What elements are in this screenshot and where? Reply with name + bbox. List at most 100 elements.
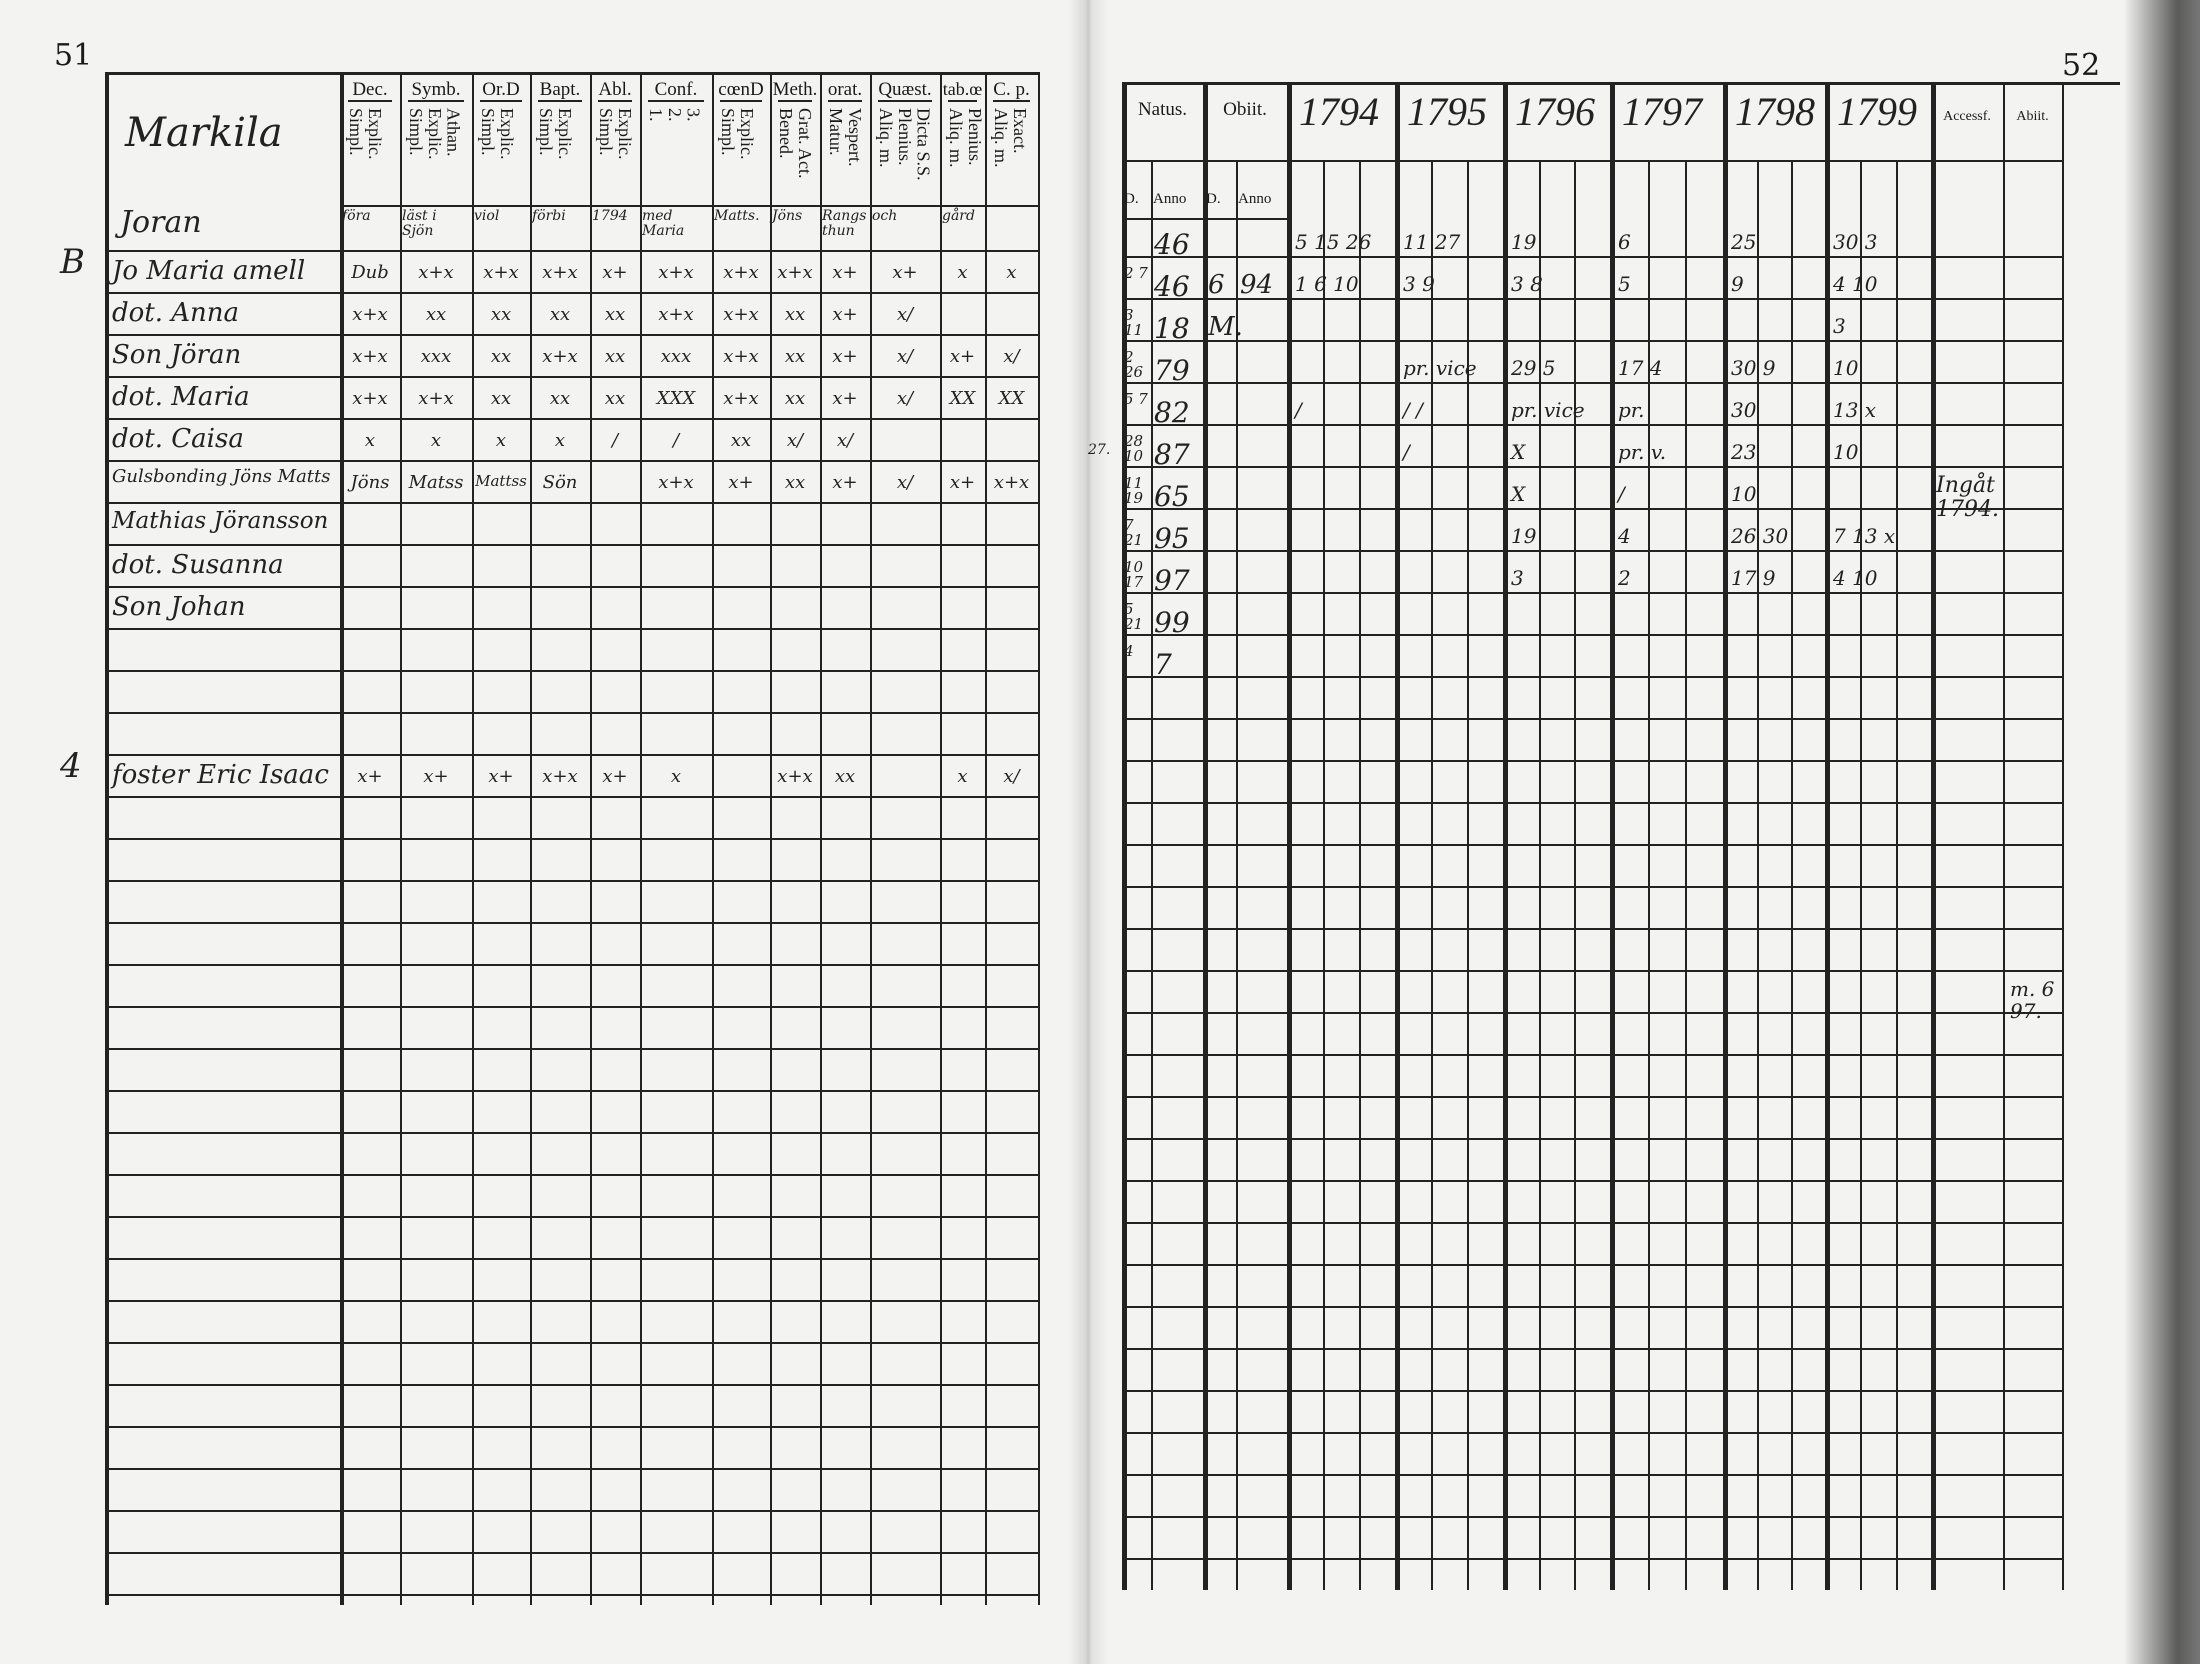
examination-mark: xx [834, 766, 856, 787]
row-line [105, 376, 1038, 378]
column-header-year: 1794 [1299, 89, 1379, 134]
examination-mark: xx [490, 388, 512, 409]
column-subheader-3: Explic. Simpl. [535, 108, 575, 160]
grid-line-vertical [2062, 82, 2064, 1590]
examination-mark: x+ [602, 766, 628, 787]
examination-mark: x+ [488, 766, 514, 787]
examination-mark: x+x [658, 472, 694, 493]
accessit-note: Ingåt 1794. [1936, 473, 1999, 523]
row-line [105, 754, 1038, 756]
examination-mark: x [554, 430, 566, 451]
row-line [1122, 1138, 2062, 1140]
household-member-name: dot. Anna [112, 298, 240, 328]
year-entry-y1799: 4 10 [1833, 566, 1878, 590]
row-prefix: B [60, 242, 85, 282]
column-subheader-6: Explic. Simpl. [717, 108, 757, 160]
natus-day: 28 10 [1124, 432, 1144, 465]
examination-mark: Jöns [350, 472, 390, 493]
subheader-rule [1122, 218, 1287, 220]
year-entry-y1796: 3 [1511, 566, 1524, 590]
examination-mark: x+x [542, 766, 578, 787]
row-line [1122, 760, 2062, 762]
household-member-name: dot. Maria [112, 382, 250, 412]
year-entry-y1798: 26 30 [1731, 524, 1789, 548]
year-entry-y1799: 3 [1833, 314, 1846, 338]
natus-year: 65 [1154, 480, 1190, 513]
column-subheader-1: Athan. Explic. Simpl. [405, 108, 464, 160]
row-line [1122, 634, 2062, 636]
header-row-note: med Maria [642, 208, 685, 239]
row-line [105, 922, 1038, 924]
year-entry-y1795: 3 9 [1403, 272, 1435, 296]
examination-mark: xx [784, 388, 806, 409]
year-entry-y1798: 17 9 [1731, 566, 1776, 590]
header-row-note: och [872, 208, 898, 224]
row-line [105, 1384, 1038, 1386]
column-subheader-11: Exact. Aliq. m. [990, 108, 1030, 168]
column-subheader-0: Explic. Simpl. [345, 108, 385, 160]
row-line [1122, 508, 2062, 510]
examination-mark: x+ [832, 388, 858, 409]
header-bottom-rule [1122, 160, 2062, 162]
grid-line-thick [1610, 82, 1615, 1590]
examination-mark: x+x [352, 346, 388, 367]
row-line [105, 586, 1038, 588]
book-gutter [1068, 0, 1108, 1664]
row-line [1122, 550, 2062, 552]
row-line [105, 1048, 1038, 1050]
row-line [1122, 928, 2062, 930]
examination-mark: x+x [352, 388, 388, 409]
examination-mark: x+x [542, 262, 578, 283]
examination-mark: xx [784, 304, 806, 325]
year-entry-y1797: 2 [1618, 566, 1631, 590]
row-line [1122, 1516, 2062, 1518]
grid-line-vertical [1236, 160, 1238, 1590]
examination-mark: x+ [949, 346, 976, 367]
year-entry-y1798: 30 [1731, 398, 1757, 422]
grid-line-thick [1503, 82, 1508, 1590]
natus-sub-d: D. [1124, 191, 1139, 207]
year-entry-y1794: 5 15 26 [1295, 230, 1372, 254]
column-header-abiit: Abiit. [2016, 109, 2049, 124]
examination-mark: XX [998, 388, 1025, 409]
grid-line-vertical [1791, 160, 1793, 1590]
examination-mark: x+ [832, 262, 858, 283]
year-entry-y1796: pr. vice [1511, 398, 1585, 422]
row-line [1122, 1012, 2062, 1014]
column-header-8: orat. [827, 79, 863, 100]
natus-sub-anno: Anno [1153, 191, 1187, 207]
examination-mark: xx [549, 388, 571, 409]
row-line [1122, 382, 2062, 384]
examination-mark: x [957, 766, 968, 787]
row-line [1122, 886, 2062, 888]
row-line [105, 1594, 1038, 1596]
examination-mark: x+ [832, 346, 858, 367]
natus-day: 2 7 [1124, 264, 1148, 282]
row-line [105, 796, 1038, 798]
natus-day: 11 19 [1124, 474, 1144, 507]
column-header-10: tab.œ [942, 79, 983, 99]
grid-line-thick [1825, 82, 1830, 1590]
row-line [1122, 1306, 2062, 1308]
year-entry-y1799: 30 3 [1833, 230, 1878, 254]
header-row-note: förbi [532, 208, 566, 224]
household-member-name: Gulsbonding Jöns Matts [112, 466, 331, 487]
obiit-day: 6 [1208, 270, 1225, 300]
household-member-name: Son Jöran [112, 340, 242, 370]
grid-line-vertical [2003, 82, 2005, 1590]
row-line [105, 334, 1038, 336]
examination-mark: x+x [418, 388, 454, 409]
examination-mark: x+x [658, 262, 694, 283]
examination-mark: x+ [357, 766, 383, 787]
column-header-4: Abl. [598, 79, 632, 100]
year-entry-y1796: 19 [1511, 524, 1537, 548]
row-line [1122, 1222, 2062, 1224]
year-entry-y1798: 9 [1731, 272, 1744, 296]
examination-mark: x/ [1003, 766, 1020, 787]
year-entry-y1794: 1 6 10 [1295, 272, 1359, 296]
grid-line-vertical [1574, 160, 1577, 1590]
examination-mark: x+ [728, 472, 754, 493]
row-line [105, 250, 1038, 252]
header-divider [948, 100, 977, 102]
grid-line-thick [1723, 82, 1728, 1590]
